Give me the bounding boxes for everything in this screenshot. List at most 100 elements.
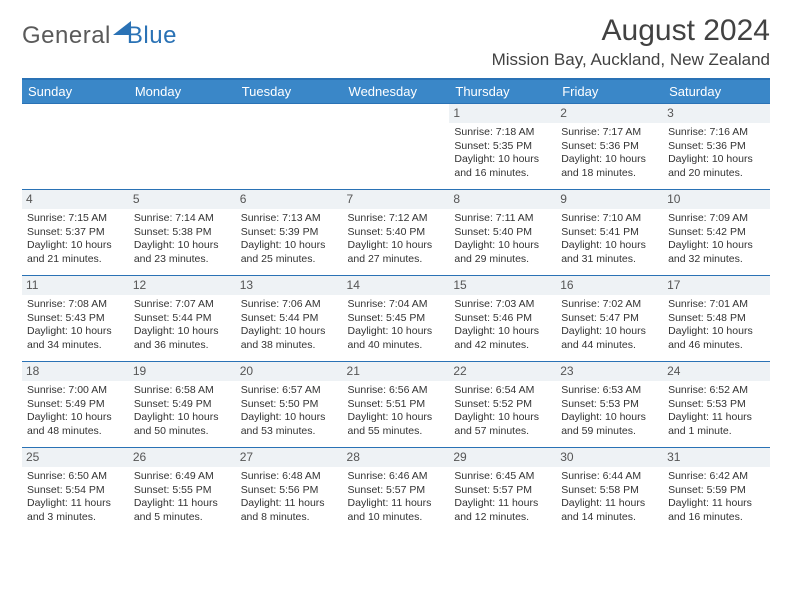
- calendar-page: General Blue August 2024 Mission Bay, Au…: [0, 0, 792, 548]
- calendar-day-cell: 2Sunrise: 7:17 AMSunset: 5:36 PMDaylight…: [556, 104, 663, 190]
- sunset-line: Sunset: 5:51 PM: [348, 398, 445, 411]
- day-details: Sunrise: 7:17 AMSunset: 5:36 PMDaylight:…: [560, 126, 659, 180]
- day-header: Tuesday: [236, 79, 343, 104]
- sunrise-line: Sunrise: 6:58 AM: [134, 384, 231, 397]
- day-details: Sunrise: 7:12 AMSunset: 5:40 PMDaylight:…: [347, 212, 446, 266]
- daylight-line: Daylight: 10 hours and 59 minutes.: [561, 411, 658, 438]
- sunrise-line: Sunrise: 7:17 AM: [561, 126, 658, 139]
- sunrise-line: Sunrise: 7:04 AM: [348, 298, 445, 311]
- day-details: Sunrise: 7:09 AMSunset: 5:42 PMDaylight:…: [667, 212, 766, 266]
- calendar-day-cell: 7 Sunrise: 7:12 AMSunset: 5:40 PMDaylight…: [343, 190, 450, 276]
- sunset-line: Sunset: 5:53 PM: [668, 398, 765, 411]
- day-number: 26: [129, 448, 236, 467]
- day-number: 21: [343, 362, 450, 381]
- day-details: Sunrise: 7:11 AMSunset: 5:40 PMDaylight:…: [453, 212, 552, 266]
- day-number: 9: [556, 190, 663, 209]
- calendar-day-cell: 1Sunrise: 7:18 AMSunset: 5:35 PMDaylight…: [449, 104, 556, 190]
- calendar-day-cell: 31Sunrise: 6:42 AMSunset: 5:59 PMDayligh…: [663, 448, 770, 534]
- sunset-line: Sunset: 5:54 PM: [27, 484, 124, 497]
- day-header: Sunday: [22, 79, 129, 104]
- day-details: Sunrise: 6:46 AMSunset: 5:57 PMDaylight:…: [347, 470, 446, 524]
- day-details: Sunrise: 6:45 AMSunset: 5:57 PMDaylight:…: [453, 470, 552, 524]
- sunset-line: Sunset: 5:50 PM: [241, 398, 338, 411]
- calendar-day-cell: 8 Sunrise: 7:11 AMSunset: 5:40 PMDaylight…: [449, 190, 556, 276]
- day-details: Sunrise: 7:01 AMSunset: 5:48 PMDaylight:…: [667, 298, 766, 352]
- calendar-day-cell: [343, 104, 450, 190]
- calendar-day-cell: 26 Sunrise: 6:49 AMSunset: 5:55 PMDayligh…: [129, 448, 236, 534]
- day-number: 13: [236, 276, 343, 295]
- sunrise-line: Sunrise: 6:44 AM: [561, 470, 658, 483]
- day-number: 29: [449, 448, 556, 467]
- sunset-line: Sunset: 5:43 PM: [27, 312, 124, 325]
- sunrise-line: Sunrise: 6:46 AM: [348, 470, 445, 483]
- logo: General Blue: [22, 22, 177, 50]
- calendar-header-row: SundayMondayTuesdayWednesdayThursdayFrid…: [22, 79, 770, 104]
- sunrise-line: Sunrise: 7:01 AM: [668, 298, 765, 311]
- day-details: Sunrise: 7:10 AMSunset: 5:41 PMDaylight:…: [560, 212, 659, 266]
- sunrise-line: Sunrise: 7:03 AM: [454, 298, 551, 311]
- sunrise-line: Sunrise: 6:54 AM: [454, 384, 551, 397]
- day-details: Sunrise: 6:53 AMSunset: 5:53 PMDaylight:…: [560, 384, 659, 438]
- sunset-line: Sunset: 5:41 PM: [561, 226, 658, 239]
- sunset-line: Sunset: 5:49 PM: [134, 398, 231, 411]
- calendar-day-cell: 14Sunrise: 7:04 AMSunset: 5:45 PMDayligh…: [343, 276, 450, 362]
- sunset-line: Sunset: 5:47 PM: [561, 312, 658, 325]
- day-number: 16: [556, 276, 663, 295]
- daylight-line: Daylight: 10 hours and 55 minutes.: [348, 411, 445, 438]
- day-number: 19: [129, 362, 236, 381]
- daylight-line: Daylight: 10 hours and 46 minutes.: [668, 325, 765, 352]
- day-details: Sunrise: 6:54 AMSunset: 5:52 PMDaylight:…: [453, 384, 552, 438]
- daylight-line: Daylight: 11 hours and 5 minutes.: [134, 497, 231, 524]
- sunrise-line: Sunrise: 7:16 AM: [668, 126, 765, 139]
- sunrise-line: Sunrise: 6:49 AM: [134, 470, 231, 483]
- daylight-line: Daylight: 10 hours and 31 minutes.: [561, 239, 658, 266]
- calendar-day-cell: [129, 104, 236, 190]
- day-number: 17: [663, 276, 770, 295]
- day-header: Monday: [129, 79, 236, 104]
- daylight-line: Daylight: 10 hours and 27 minutes.: [348, 239, 445, 266]
- sunset-line: Sunset: 5:55 PM: [134, 484, 231, 497]
- calendar-day-cell: [236, 104, 343, 190]
- day-header: Wednesday: [343, 79, 450, 104]
- daylight-line: Daylight: 10 hours and 32 minutes.: [668, 239, 765, 266]
- calendar-week-row: 4Sunrise: 7:15 AMSunset: 5:37 PMDaylight…: [22, 190, 770, 276]
- day-number: 25: [22, 448, 129, 467]
- day-number: 3: [663, 104, 770, 123]
- day-details: Sunrise: 7:00 AMSunset: 5:49 PMDaylight:…: [26, 384, 125, 438]
- calendar-body: 1Sunrise: 7:18 AMSunset: 5:35 PMDaylight…: [22, 104, 770, 534]
- day-number: 7: [343, 190, 450, 209]
- day-details: Sunrise: 6:44 AMSunset: 5:58 PMDaylight:…: [560, 470, 659, 524]
- day-number: 1: [449, 104, 556, 123]
- day-details: Sunrise: 6:57 AMSunset: 5:50 PMDaylight:…: [240, 384, 339, 438]
- day-number: 20: [236, 362, 343, 381]
- day-number: 14: [343, 276, 450, 295]
- sunrise-line: Sunrise: 7:07 AM: [134, 298, 231, 311]
- sunset-line: Sunset: 5:49 PM: [27, 398, 124, 411]
- calendar-day-cell: 21Sunrise: 6:56 AMSunset: 5:51 PMDayligh…: [343, 362, 450, 448]
- sunset-line: Sunset: 5:52 PM: [454, 398, 551, 411]
- calendar-table: SundayMondayTuesdayWednesdayThursdayFrid…: [22, 78, 770, 534]
- day-number: 31: [663, 448, 770, 467]
- day-number: 8: [449, 190, 556, 209]
- day-number: 30: [556, 448, 663, 467]
- daylight-line: Daylight: 10 hours and 23 minutes.: [134, 239, 231, 266]
- day-number: 18: [22, 362, 129, 381]
- day-number: 4: [22, 190, 129, 209]
- calendar-day-cell: 5Sunrise: 7:14 AMSunset: 5:38 PMDaylight…: [129, 190, 236, 276]
- daylight-line: Daylight: 10 hours and 18 minutes.: [561, 153, 658, 180]
- daylight-line: Daylight: 10 hours and 25 minutes.: [241, 239, 338, 266]
- sunrise-line: Sunrise: 6:48 AM: [241, 470, 338, 483]
- day-header: Saturday: [663, 79, 770, 104]
- calendar-day-cell: 30 Sunrise: 6:44 AMSunset: 5:58 PMDayligh…: [556, 448, 663, 534]
- sunrise-line: Sunrise: 7:15 AM: [27, 212, 124, 225]
- daylight-line: Daylight: 10 hours and 34 minutes.: [27, 325, 124, 352]
- day-header: Friday: [556, 79, 663, 104]
- sunrise-line: Sunrise: 6:57 AM: [241, 384, 338, 397]
- calendar-day-cell: 6Sunrise: 7:13 AMSunset: 5:39 PMDaylight…: [236, 190, 343, 276]
- calendar-day-cell: [22, 104, 129, 190]
- calendar-day-cell: 4Sunrise: 7:15 AMSunset: 5:37 PMDaylight…: [22, 190, 129, 276]
- sunrise-line: Sunrise: 7:00 AM: [27, 384, 124, 397]
- calendar-day-cell: 18 Sunrise: 7:00 AMSunset: 5:49 PMDayligh…: [22, 362, 129, 448]
- calendar-day-cell: 11Sunrise: 7:08 AMSunset: 5:43 PMDayligh…: [22, 276, 129, 362]
- sunset-line: Sunset: 5:57 PM: [454, 484, 551, 497]
